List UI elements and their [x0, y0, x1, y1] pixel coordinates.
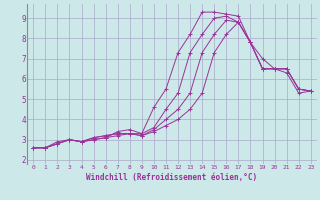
- X-axis label: Windchill (Refroidissement éolien,°C): Windchill (Refroidissement éolien,°C): [86, 173, 258, 182]
